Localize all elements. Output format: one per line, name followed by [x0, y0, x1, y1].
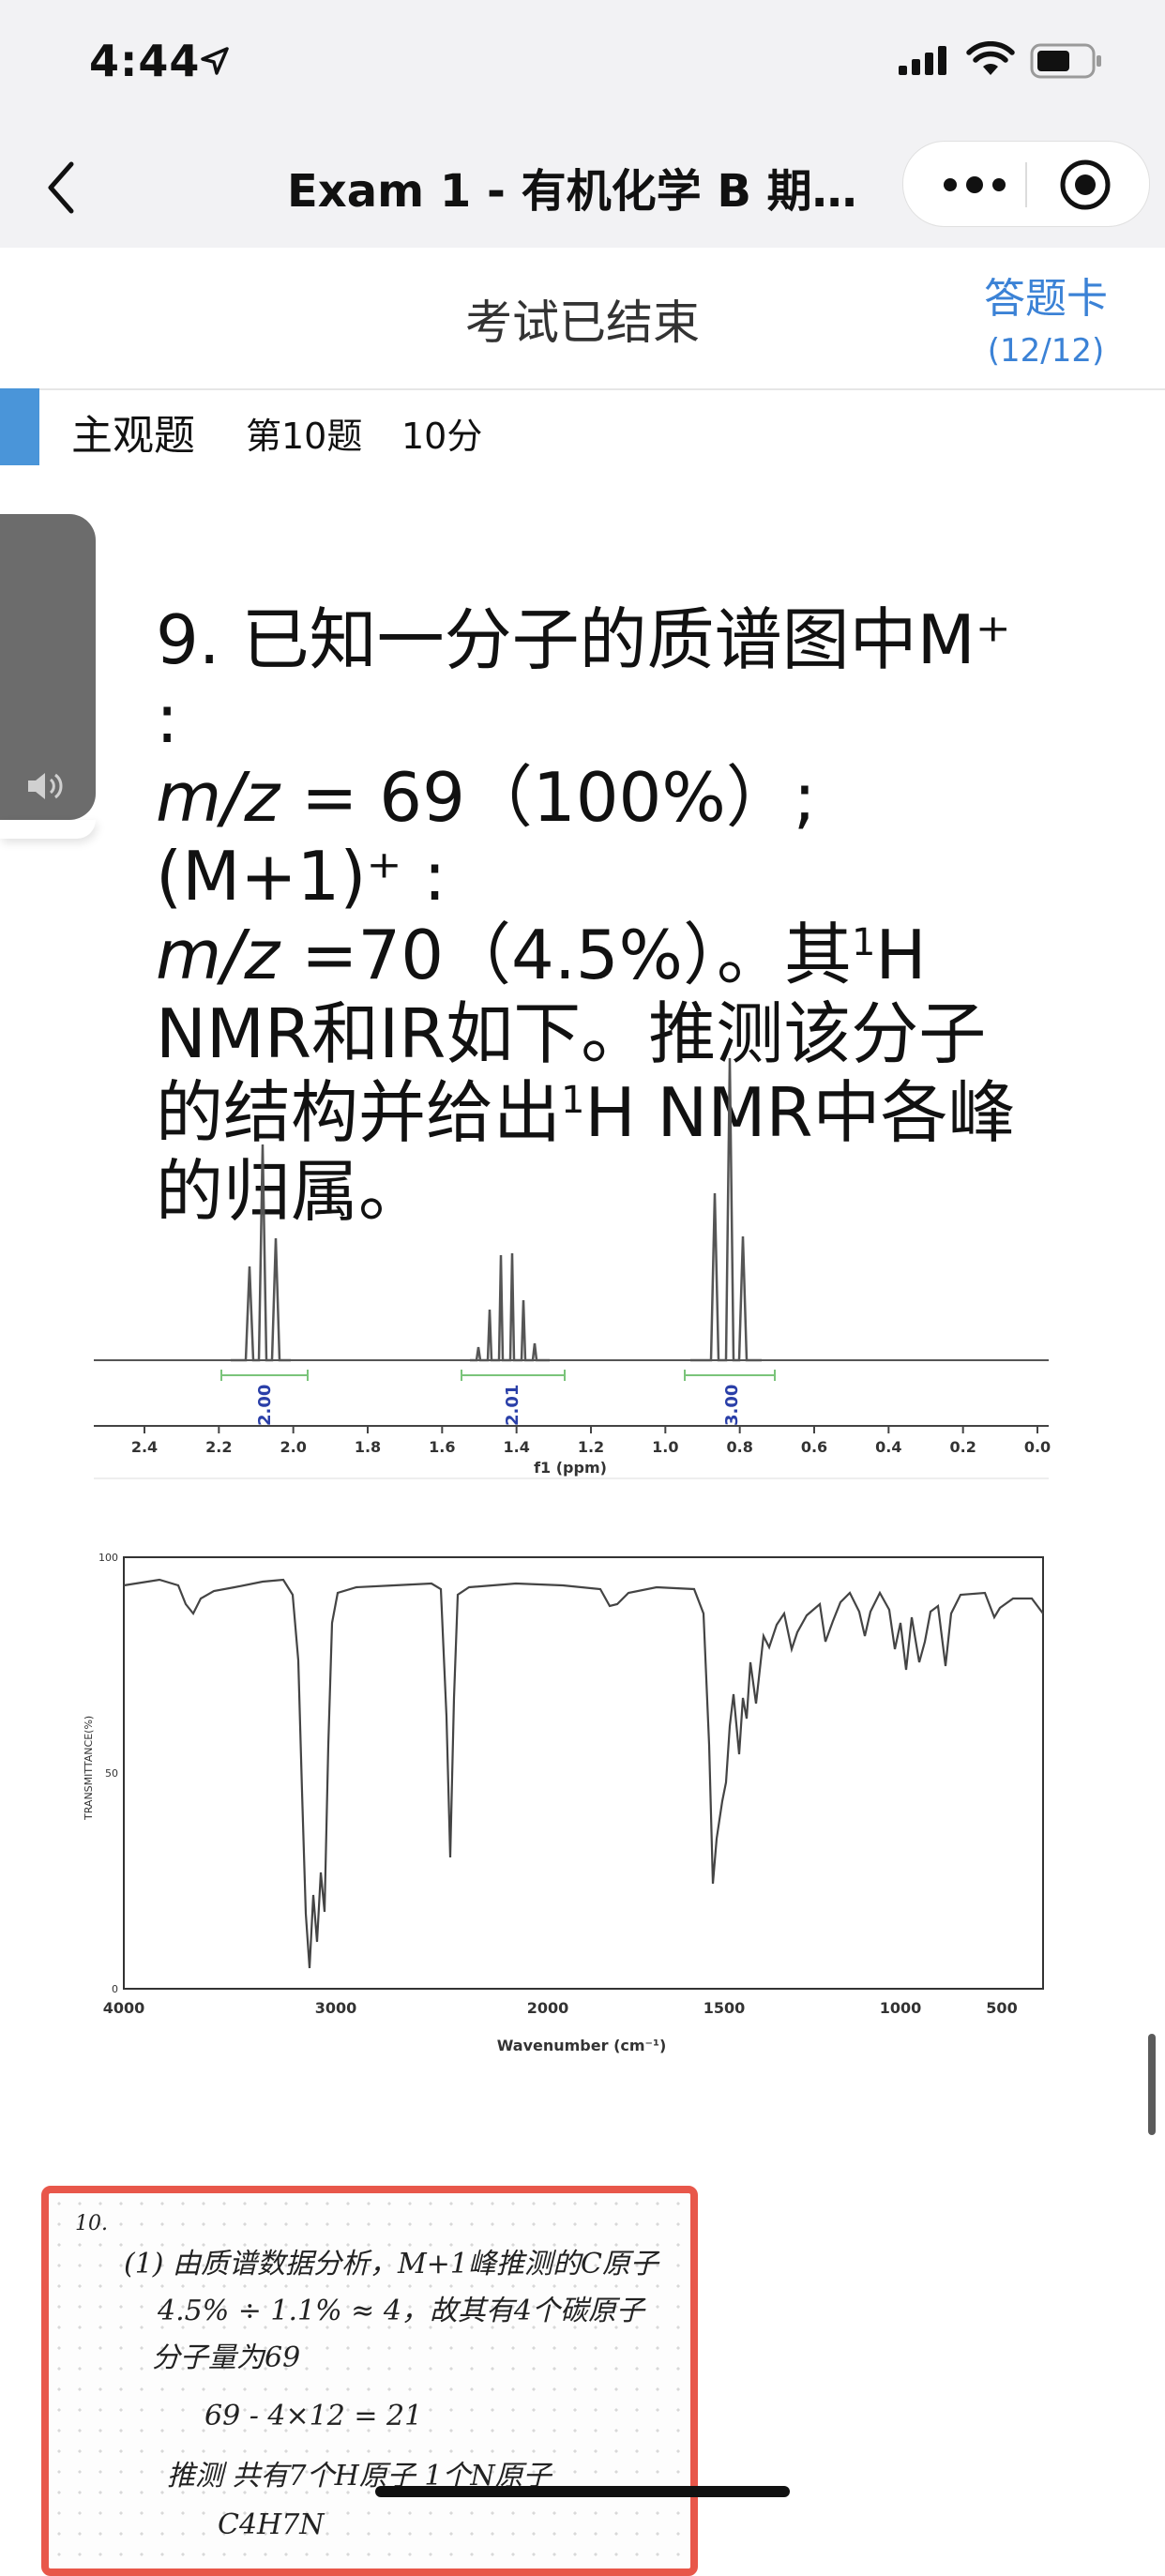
battery-icon — [1030, 43, 1101, 79]
question-line: 的结构并给出1H NMR中各峰 — [156, 1073, 1019, 1152]
exam-status: 考试已结束 — [465, 295, 700, 350]
capsule-divider — [1025, 162, 1027, 207]
status-bar: 4:44 — [0, 0, 1165, 131]
question-type: 主观题 — [71, 412, 195, 460]
nmr-tick-label: 2.4 — [131, 1438, 158, 1456]
question-line: NMR和IR如下。推测该分子 — [156, 994, 987, 1073]
back-chevron-icon[interactable] — [39, 155, 86, 220]
answer-line: 10. — [75, 2212, 108, 2235]
answer-line: 4.5% ÷ 1.1% ≈ 4，故其有4个碳原子 — [158, 2295, 645, 2327]
nmr-peak-triplet-0.85 — [690, 1057, 762, 1362]
speaker-icon[interactable] — [24, 769, 66, 803]
nmr-tick-label: 0.2 — [949, 1438, 976, 1456]
nav-title: Exam 1 - 有机化学 B 期中… — [287, 165, 887, 218]
nmr-tick-label: 0.8 — [726, 1438, 752, 1456]
answer-card-label: 答题卡 — [984, 275, 1108, 323]
audio-panel-footer — [0, 820, 96, 839]
nmr-tick-label: 1.2 — [578, 1438, 604, 1456]
question-number: 第10题 — [246, 416, 363, 457]
nmr-integral-label: 3.00 — [722, 1385, 742, 1426]
answer-line: C4H7N — [218, 2508, 325, 2541]
answer-card-count: (12/12) — [987, 332, 1105, 370]
question-fragment: =70（4.5%）。其 — [280, 916, 852, 994]
nmr-tick-label: 2.2 — [205, 1438, 232, 1456]
status-time: 4:44 — [89, 36, 201, 86]
location-arrow-icon — [201, 47, 229, 75]
nmr-integral-label: 2.00 — [255, 1385, 275, 1426]
home-indicator[interactable] — [375, 2486, 790, 2497]
close-target-icon[interactable] — [1055, 155, 1115, 215]
mz-label: m/z — [156, 758, 280, 837]
ir-y-tick: 100 — [98, 1552, 118, 1564]
question-fragment: H NMR中各峰 — [584, 1073, 1016, 1152]
wifi-icon — [966, 41, 1015, 75]
superscript-1: 1 — [561, 1079, 585, 1122]
nmr-tick-label: 0.0 — [1024, 1438, 1051, 1456]
nmr-tick-label: 1.8 — [355, 1438, 381, 1456]
ir-x-label: Wavenumber (cm⁻¹) — [497, 2037, 667, 2054]
question-line: 9. 已知一分子的质谱图中M⁺ : — [156, 600, 1011, 758]
ir-trace — [123, 1578, 1044, 1969]
audio-panel[interactable] — [0, 514, 96, 820]
cellular-signal-icon — [899, 46, 946, 75]
question-fragment: H — [875, 916, 927, 994]
exam-header: 考试已结束 答题卡 (12/12) — [0, 248, 1165, 390]
question-line: m/z = 69（100%）; (M+1)⁺ : — [156, 758, 1019, 916]
ir-y-tick: 0 — [112, 1983, 118, 1995]
question-text: 9. 已知一分子的质谱图中M⁺ : m/z = 69（100%）; (M+1)⁺… — [156, 600, 1019, 1231]
question-header: 主观题 第10题 10分 — [0, 388, 1165, 473]
question-line: m/z =70（4.5%）。其1H — [156, 916, 1019, 994]
question-line: 的归属。 — [156, 1152, 427, 1231]
ir-x-tick: 1000 — [880, 1999, 922, 2017]
ir-x-tick: 1500 — [704, 1999, 746, 2017]
answer-card-button[interactable]: 答题卡 (12/12) — [966, 265, 1126, 370]
question-score: 10分 — [401, 416, 483, 457]
nmr-peak-triplet-2.1 — [231, 1144, 291, 1362]
mz-label: m/z — [156, 916, 280, 994]
nmr-integral-label: 2.01 — [503, 1385, 522, 1426]
nmr-spectrum: 2.00 2.01 3.00 2.4 2.2 2.0 1.8 1.6 1.4 1.2 1.0 0… — [94, 1057, 1051, 1479]
ir-spectrum: 4000 3000 2000 1500 1000 500 100 50 0 TRANSMI… — [83, 1552, 1044, 2054]
ir-x-tick: 500 — [986, 1999, 1017, 2017]
mini-program-capsule — [902, 141, 1150, 227]
question-fragment: 的结构并给出 — [156, 1073, 562, 1152]
ir-x-tick: 3000 — [315, 1999, 357, 2017]
more-dots-icon[interactable] — [937, 166, 1012, 204]
answer-image[interactable]: 10. (1) 由质谱数据分析，M+1峰推测的C原子 4.5% ÷ 1.1% ≈… — [41, 2186, 698, 2576]
nmr-tick-label: 1.6 — [429, 1438, 455, 1456]
ir-x-tick: 2000 — [527, 1999, 569, 2017]
question-accent-bar — [0, 388, 39, 465]
nmr-tick-label: 0.6 — [801, 1438, 827, 1456]
superscript-1: 1 — [851, 921, 876, 964]
nmr-peak-multiplet-1.45 — [470, 1252, 550, 1362]
answer-line: 分子量为69 — [152, 2341, 301, 2374]
nmr-tick-label: 2.0 — [280, 1438, 306, 1456]
nmr-x-label: f1 (ppm) — [534, 1459, 607, 1477]
answer-line: 69 - 4×12 = 21 — [204, 2400, 423, 2432]
nav-bar: Exam 1 - 有机化学 B 期中… — [0, 131, 1165, 248]
ir-y-label: TRANSMITTANCE(%) — [83, 1716, 95, 1821]
answer-line: (1) 由质谱数据分析，M+1峰推测的C原子 — [124, 2248, 658, 2281]
ir-x-tick: 4000 — [103, 1999, 145, 2017]
question-fragment: = 69（100%）; (M+1)⁺ : — [156, 758, 817, 916]
nmr-tick-label: 1.4 — [503, 1438, 529, 1456]
ir-y-tick: 50 — [105, 1767, 118, 1780]
nmr-tick-label: 0.4 — [875, 1438, 901, 1456]
nmr-tick-label: 1.0 — [652, 1438, 678, 1456]
scroll-indicator[interactable] — [1148, 2034, 1156, 2135]
